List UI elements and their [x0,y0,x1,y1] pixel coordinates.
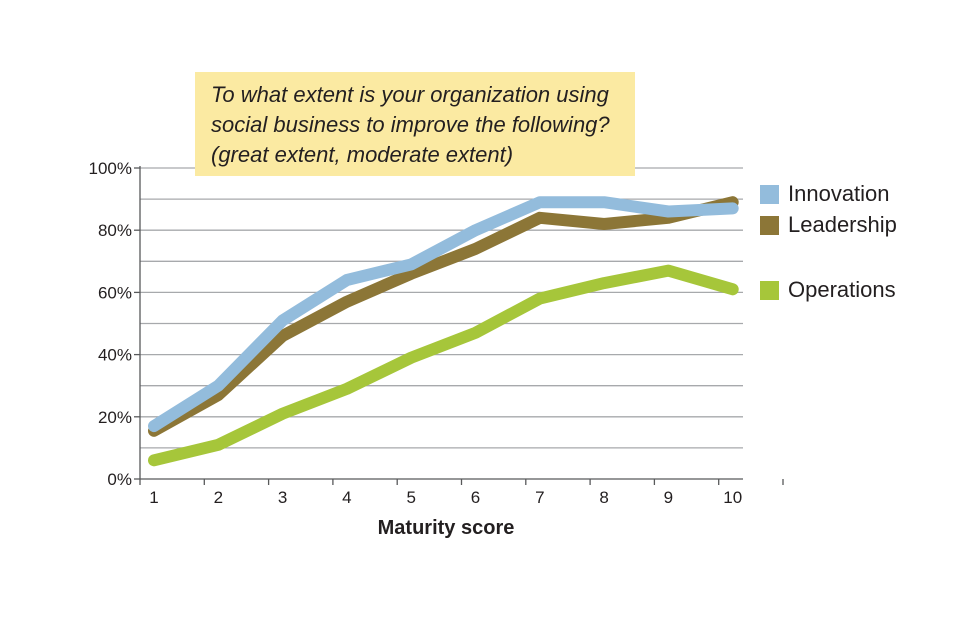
x-tick-label: 5 [406,488,415,507]
series-line-leadership [148,196,739,437]
legend-label-innovation: Innovation [788,181,890,206]
x-tick-label: 8 [599,488,608,507]
series-line-innovation [148,196,739,433]
y-tick-label: 100% [89,159,132,178]
y-tick-label: 20% [98,408,132,427]
legend-swatch-innovation [760,185,779,204]
y-tick-label: 80% [98,221,132,240]
x-tick-label: 2 [214,488,223,507]
x-tick-label: 3 [278,488,287,507]
x-axis-title: Maturity score [378,517,515,539]
x-tick-label: 1 [149,488,158,507]
axes [134,166,784,485]
legend-swatch-operations [760,281,779,300]
x-tick-label: 10 [723,488,742,507]
chart-title-line-1: To what extent is your organization usin… [211,82,609,107]
y-tick-label: 60% [98,283,132,302]
legend-swatch-leadership [760,216,779,235]
x-tick-label: 7 [535,488,544,507]
x-tick-labels: 1 2 3 4 5 6 7 8 9 10 [149,488,742,507]
chart-title-line-3: (great extent, moderate extent) [211,142,514,167]
legend-label-operations: Operations [788,277,896,302]
x-tick-label: 6 [471,488,480,507]
x-tick-label: 4 [342,488,351,507]
gridlines [140,167,743,449]
legend-label-leadership: Leadership [788,212,897,237]
series-lines [148,196,739,467]
chart-title-box: To what extent is your organization usin… [195,72,635,176]
x-tick-label: 9 [664,488,673,507]
y-tick-labels: 0% 20% 40% 60% 80% 100% [89,159,132,489]
y-tick-label: 0% [107,470,132,489]
y-tick-label: 40% [98,346,132,365]
series-line-operations [148,264,739,467]
chart-title-line-2: social business to improve the following… [211,112,610,137]
